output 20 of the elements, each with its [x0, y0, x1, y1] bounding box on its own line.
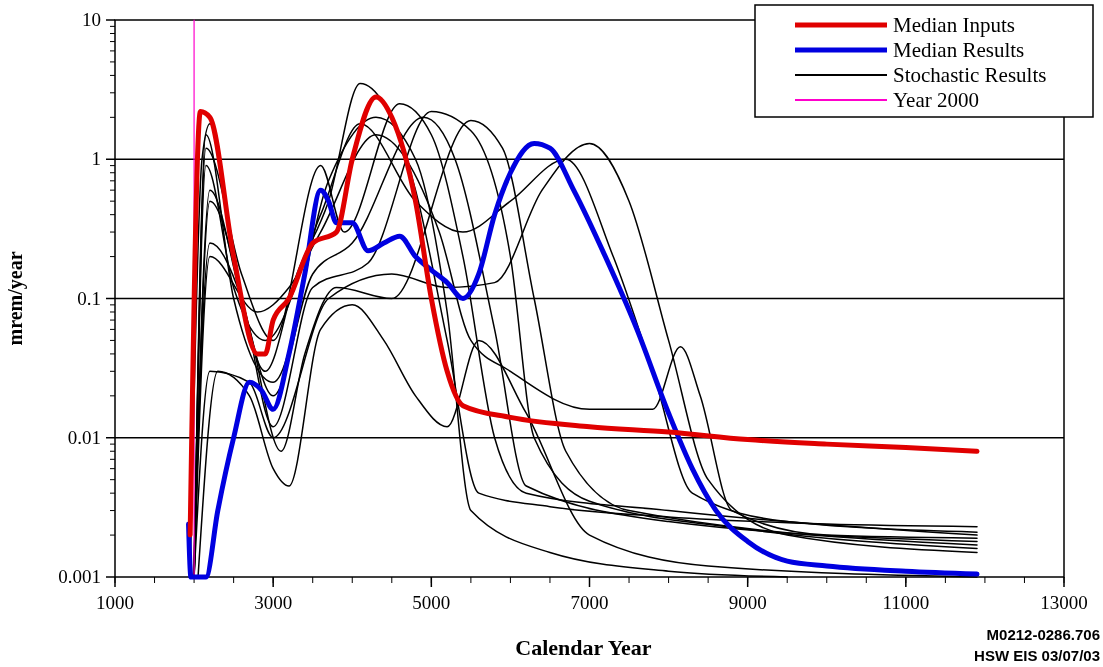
legend-label: Median Results [893, 38, 1025, 62]
y-tick-label: 1 [91, 148, 101, 170]
text: HSW EIS 03/07/03 [974, 647, 1100, 664]
x-tick-label: 5000 [412, 592, 451, 613]
x-tick-label: 13000 [1040, 592, 1088, 613]
x-tick-label: 3000 [254, 592, 293, 613]
y-tick-label: 10 [82, 9, 101, 30]
x-tick-label: 7000 [570, 592, 609, 613]
x-tick-label: 9000 [728, 592, 767, 613]
legend-label: Median Inputs [893, 13, 1015, 37]
y-tick-label: 0.01 [67, 426, 101, 448]
x-tick-label: 11000 [882, 592, 930, 613]
y-tick-label: 0.001 [58, 566, 101, 587]
text: M0212-0286.706 [986, 626, 1100, 643]
y-tick-label: 0.1 [77, 287, 101, 309]
legend-label: Stochastic Results [893, 63, 1047, 87]
x-tick-label: 1000 [96, 592, 134, 613]
y-axis-title: mrem/year [4, 251, 27, 346]
x-axis-title: Calendar Year [515, 635, 652, 660]
legend-label: Year 2000 [893, 88, 979, 112]
